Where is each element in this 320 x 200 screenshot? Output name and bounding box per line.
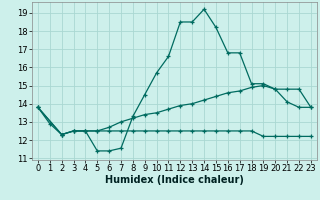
X-axis label: Humidex (Indice chaleur): Humidex (Indice chaleur)	[105, 175, 244, 185]
